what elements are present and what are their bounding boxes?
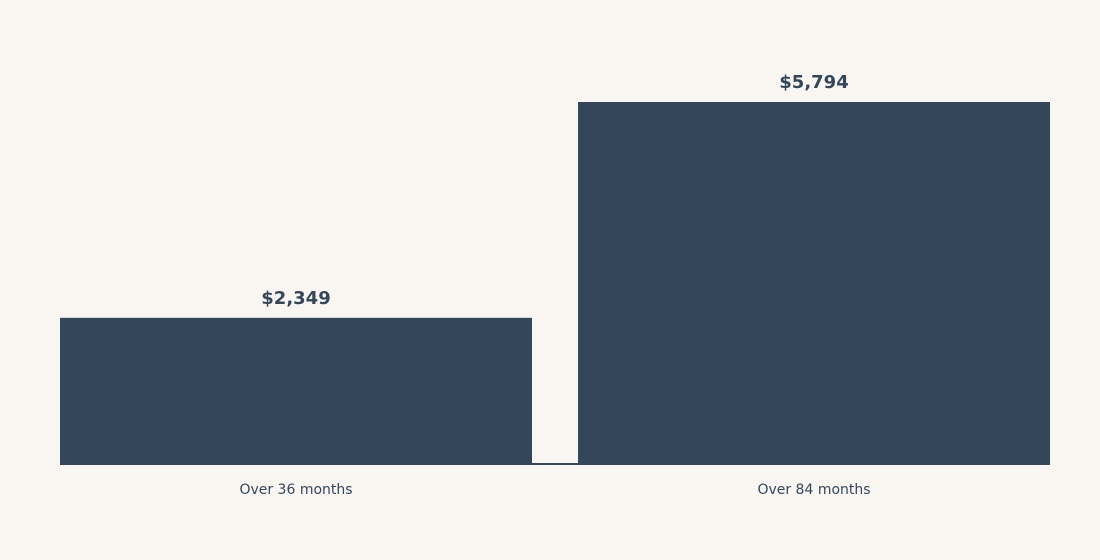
category-label-over-84-months: Over 84 months xyxy=(757,482,870,498)
value-label-over-84-months: $5,794 xyxy=(779,72,848,93)
bar-over-36-months xyxy=(60,317,532,465)
bar-over-84-months xyxy=(578,102,1050,465)
value-label-over-36-months: $2,349 xyxy=(261,288,330,309)
category-label-over-36-months: Over 36 months xyxy=(239,482,352,498)
